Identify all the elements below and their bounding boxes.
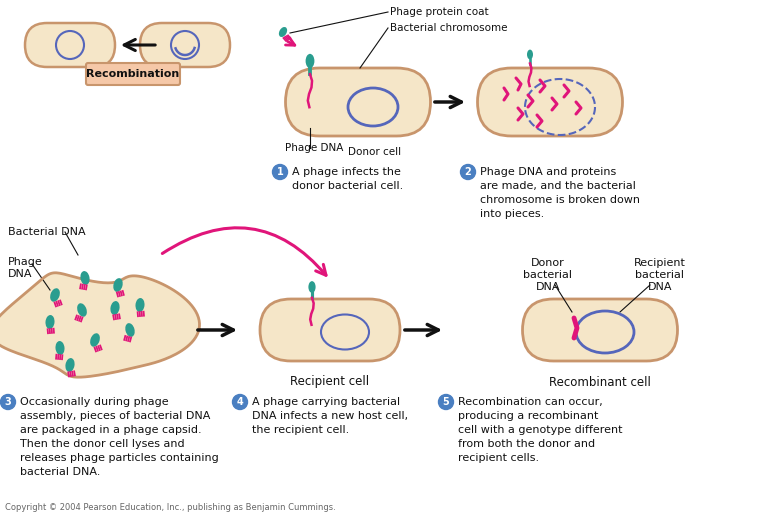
Ellipse shape	[55, 341, 65, 355]
Text: Bacterial chromosome: Bacterial chromosome	[390, 23, 508, 33]
Text: 1: 1	[276, 167, 283, 177]
Text: Recipient
bacterial
DNA: Recipient bacterial DNA	[634, 259, 686, 291]
FancyBboxPatch shape	[140, 23, 230, 67]
Text: 5: 5	[442, 397, 449, 407]
Ellipse shape	[50, 288, 60, 302]
FancyBboxPatch shape	[478, 68, 623, 136]
Text: Bacterial DNA: Bacterial DNA	[8, 227, 85, 237]
Text: Phage DNA: Phage DNA	[285, 143, 343, 153]
Ellipse shape	[527, 50, 533, 60]
Ellipse shape	[111, 301, 120, 315]
FancyBboxPatch shape	[286, 68, 431, 136]
Ellipse shape	[45, 315, 55, 329]
Ellipse shape	[135, 298, 144, 312]
Ellipse shape	[114, 278, 123, 292]
Circle shape	[439, 395, 453, 410]
Ellipse shape	[77, 303, 87, 317]
FancyBboxPatch shape	[86, 63, 180, 85]
Text: Recombination: Recombination	[86, 69, 180, 79]
Text: A phage infects the
donor bacterial cell.: A phage infects the donor bacterial cell…	[292, 167, 403, 191]
Ellipse shape	[306, 54, 314, 68]
Text: Copyright © 2004 Pearson Education, Inc., publishing as Benjamin Cummings.: Copyright © 2004 Pearson Education, Inc.…	[5, 504, 336, 512]
Text: Occasionally during phage
assembly, pieces of bacterial DNA
are packaged in a ph: Occasionally during phage assembly, piec…	[20, 397, 219, 477]
Text: Phage: Phage	[8, 257, 43, 267]
Text: Phage DNA and proteins
are made, and the bacterial
chromosome is broken down
int: Phage DNA and proteins are made, and the…	[480, 167, 640, 219]
Text: DNA: DNA	[8, 269, 32, 279]
FancyArrowPatch shape	[162, 228, 326, 276]
Text: 2: 2	[465, 167, 472, 177]
Text: Donor
bacterial
DNA: Donor bacterial DNA	[524, 259, 572, 291]
Ellipse shape	[279, 27, 287, 37]
Text: Recombinant cell: Recombinant cell	[549, 376, 651, 389]
Text: A phage carrying bacterial
DNA infects a new host cell,
the recipient cell.: A phage carrying bacterial DNA infects a…	[252, 397, 408, 435]
FancyBboxPatch shape	[25, 23, 115, 67]
Circle shape	[233, 395, 247, 410]
Circle shape	[273, 164, 287, 179]
Polygon shape	[0, 273, 200, 377]
Text: Phage protein coat: Phage protein coat	[390, 7, 488, 17]
Text: 4: 4	[237, 397, 243, 407]
Ellipse shape	[309, 281, 316, 293]
Circle shape	[1, 395, 15, 410]
Text: 3: 3	[5, 397, 12, 407]
Ellipse shape	[65, 358, 74, 372]
Circle shape	[461, 164, 475, 179]
Ellipse shape	[125, 323, 134, 337]
FancyBboxPatch shape	[260, 299, 400, 361]
Ellipse shape	[90, 333, 100, 347]
Text: Recombination can occur,
producing a recombinant
cell with a genotype different
: Recombination can occur, producing a rec…	[458, 397, 623, 463]
Ellipse shape	[81, 271, 90, 285]
FancyBboxPatch shape	[522, 299, 677, 361]
Text: Donor cell: Donor cell	[349, 147, 402, 157]
Text: Recipient cell: Recipient cell	[290, 376, 369, 389]
